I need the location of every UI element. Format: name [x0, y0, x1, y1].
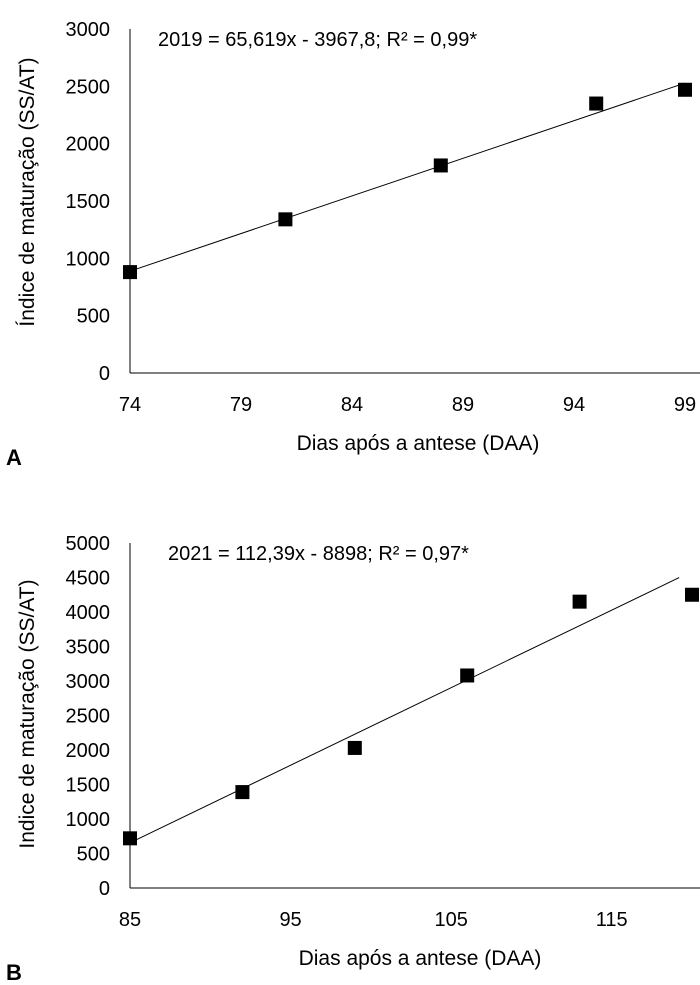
y-tick-label-b: 2000 — [66, 740, 111, 762]
y-tick-label-a: 2000 — [66, 134, 111, 156]
y-axis-label-a: Índice de maturação (SS/AT) — [16, 57, 39, 326]
y-tick-label-b: 2500 — [66, 706, 111, 728]
y-tick-label-a: 0 — [99, 363, 110, 385]
data-point-b — [572, 594, 587, 609]
x-tick-label-b: 95 — [279, 909, 301, 931]
data-point-b — [685, 587, 699, 602]
data-point-b — [347, 740, 362, 755]
y-tick-label-a: 1000 — [66, 248, 111, 270]
x-tick-label-b: 115 — [596, 909, 628, 931]
data-point-b — [235, 785, 250, 800]
data-point-b — [460, 668, 475, 683]
data-point-a — [278, 212, 293, 227]
x-tick-label-a: 94 — [563, 394, 585, 416]
x-axis-label-a: Dias após a antese (DAA) — [297, 432, 540, 455]
chart-equation-b: 2021 = 112,39x - 8898; R² = 0,97* — [168, 543, 469, 565]
y-tick-label-a: 1500 — [66, 191, 111, 213]
y-tick-label-a: 2500 — [66, 76, 111, 98]
x-tick-label-a: 79 — [230, 394, 252, 416]
y-tick-label-b: 1500 — [66, 775, 111, 797]
chart-equation-a: 2019 = 65,619x - 3967,8; R² = 0,99* — [158, 29, 477, 51]
y-tick-label-b: 4500 — [66, 568, 111, 590]
x-tick-label-b: 105 — [434, 909, 467, 931]
x-tick-label-b: 85 — [119, 909, 141, 931]
x-axis-label-b: Dias após a antese (DAA) — [299, 947, 542, 970]
y-tick-label-b: 0 — [99, 878, 110, 900]
x-tick-label-a: 84 — [341, 394, 363, 416]
trendline-a — [129, 82, 686, 272]
panel-label-b: B — [6, 960, 22, 985]
data-point-a — [678, 82, 692, 97]
y-axis-label-b: Indice de maturação (SS/AT) — [16, 579, 39, 848]
y-tick-label-b: 1000 — [66, 809, 111, 831]
y-tick-label-b: 4000 — [66, 602, 111, 624]
data-point-a — [123, 265, 137, 280]
panel-label-a: A — [6, 445, 22, 470]
y-tick-label-a: 3000 — [66, 19, 111, 41]
x-tick-label-a: 89 — [452, 394, 474, 416]
x-tick-label-a: 99 — [674, 394, 696, 416]
y-tick-label-a: 500 — [77, 306, 110, 328]
data-point-a — [589, 96, 604, 111]
chart-panel-a: A 2019 = 65,619x - 3967,8; R² = 0,99* Di… — [6, 19, 700, 470]
data-point-b — [123, 831, 137, 846]
y-tick-label-b: 3500 — [66, 637, 111, 659]
trendline-b — [129, 577, 680, 844]
y-tick-label-b: 5000 — [66, 533, 111, 555]
data-point-a — [433, 158, 448, 173]
y-tick-label-b: 500 — [77, 844, 110, 866]
chart-panel-b: B 2021 = 112,39x - 8898; R² = 0,97* Dias… — [6, 533, 700, 985]
x-tick-label-a: 74 — [119, 394, 141, 416]
y-tick-label-b: 3000 — [66, 671, 111, 693]
